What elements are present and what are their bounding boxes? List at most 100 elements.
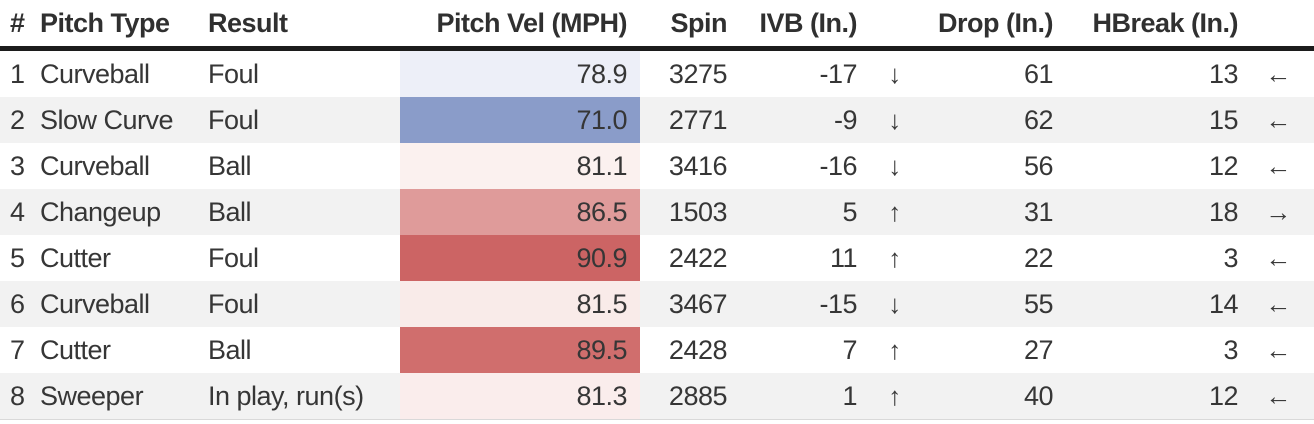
hbreak-value: 18 xyxy=(1208,196,1239,227)
hbreak-value: 13 xyxy=(1208,58,1239,89)
header-hbreak-arrow-spacer xyxy=(1242,0,1314,49)
pitch-velocity-cell: 89.5 xyxy=(400,327,640,373)
hbreak-value: 15 xyxy=(1208,104,1239,135)
header-hbreak: HBreak (In.) xyxy=(1092,7,1238,38)
spin-rate: 2771 xyxy=(668,104,728,135)
ivb-value: -9 xyxy=(833,104,858,135)
ivb-value: 5 xyxy=(842,196,857,227)
pitch-number: 8 xyxy=(10,380,25,411)
hbreak-left-arrow-icon: ← xyxy=(1265,150,1291,181)
hbreak-left-arrow-icon: ← xyxy=(1265,288,1291,319)
hbreak-value: 3 xyxy=(1223,334,1238,365)
spin-rate: 3467 xyxy=(668,288,728,319)
pitch-type: Cutter xyxy=(40,242,111,273)
pitch-number: 4 xyxy=(10,196,25,227)
ivb-down-arrow-icon: ↓ xyxy=(888,58,901,89)
ivb-down-arrow-icon: ↓ xyxy=(888,288,901,319)
pitch-type: Curveball xyxy=(40,58,150,89)
hbreak-left-arrow-icon: ← xyxy=(1265,242,1291,273)
pitch-result: Ball xyxy=(208,150,252,181)
hbreak-right-arrow-icon: → xyxy=(1265,196,1291,227)
hbreak-value: 12 xyxy=(1208,380,1239,411)
drop-value: 40 xyxy=(1023,380,1054,411)
ivb-value: 11 xyxy=(829,242,858,273)
table-row: 7 Cutter Ball 89.5 2428 7 ↑ 27 3 ← xyxy=(0,327,1314,373)
spin-rate: 2885 xyxy=(668,380,728,411)
ivb-value: 1 xyxy=(842,380,857,411)
header-drop: Drop (In.) xyxy=(938,7,1053,38)
pitch-type: Curveball xyxy=(40,288,150,319)
pitch-type: Curveball xyxy=(40,150,150,181)
header-ivb: IVB (In.) xyxy=(759,7,858,38)
pitch-type: Sweeper xyxy=(40,380,144,411)
ivb-value: -15 xyxy=(819,288,857,319)
spin-rate: 1503 xyxy=(668,196,728,227)
hbreak-left-arrow-icon: ← xyxy=(1265,334,1291,365)
pitch-result: Foul xyxy=(208,58,259,89)
ivb-up-arrow-icon: ↑ xyxy=(888,242,901,273)
pitch-result: Foul xyxy=(208,242,259,273)
table-row: 5 Cutter Foul 90.9 2422 11 ↑ 22 3 ← xyxy=(0,235,1314,281)
drop-value: 56 xyxy=(1023,150,1054,181)
pitch-result: Ball xyxy=(208,334,252,365)
pitch-number: 2 xyxy=(10,104,25,135)
header-spin: Spin xyxy=(670,7,728,38)
ivb-down-arrow-icon: ↓ xyxy=(888,150,901,181)
table-row: 1 Curveball Foul 78.9 3275 -17 ↓ 61 13 ← xyxy=(0,48,1314,97)
spin-rate: 3416 xyxy=(668,150,728,181)
table-row: 2 Slow Curve Foul 71.0 2771 -9 ↓ 62 15 ← xyxy=(0,97,1314,143)
table-row: 4 Changeup Ball 86.5 1503 5 ↑ 31 18 → xyxy=(0,189,1314,235)
pitch-velocity-cell: 81.3 xyxy=(400,373,640,420)
drop-value: 27 xyxy=(1023,334,1054,365)
pitch-result: Ball xyxy=(208,196,252,227)
table-body: 1 Curveball Foul 78.9 3275 -17 ↓ 61 13 ←… xyxy=(0,48,1314,420)
drop-value: 55 xyxy=(1023,288,1054,319)
pitch-result: In play, run(s) xyxy=(208,380,364,411)
pitch-velocity-cell: 86.5 xyxy=(400,189,640,235)
pitch-result: Foul xyxy=(208,104,259,135)
hbreak-left-arrow-icon: ← xyxy=(1265,104,1291,135)
pitch-velocity-cell: 81.5 xyxy=(400,281,640,327)
pitch-velocity-cell: 78.9 xyxy=(400,48,640,97)
ivb-up-arrow-icon: ↑ xyxy=(888,196,901,227)
header-ivb-arrow-spacer xyxy=(859,0,930,49)
pitch-velocity-cell: 81.1 xyxy=(400,143,640,189)
pitch-number: 5 xyxy=(10,242,25,273)
pitch-number: 3 xyxy=(10,150,25,181)
hbreak-value: 14 xyxy=(1208,288,1239,319)
table-row: 3 Curveball Ball 81.1 3416 -16 ↓ 56 12 ← xyxy=(0,143,1314,189)
pitch-type: Cutter xyxy=(40,334,111,365)
pitch-type: Changeup xyxy=(40,196,161,227)
hbreak-left-arrow-icon: ← xyxy=(1265,58,1291,89)
ivb-down-arrow-icon: ↓ xyxy=(888,104,901,135)
drop-value: 62 xyxy=(1023,104,1054,135)
ivb-value: -17 xyxy=(819,58,857,89)
header-pitch-type: Pitch Type xyxy=(40,7,170,38)
ivb-value: -16 xyxy=(819,150,857,181)
header-number: # xyxy=(10,7,25,38)
drop-value: 22 xyxy=(1023,242,1054,273)
hbreak-value: 3 xyxy=(1223,242,1238,273)
spin-rate: 2428 xyxy=(668,334,728,365)
pitch-number: 1 xyxy=(10,58,25,89)
hbreak-left-arrow-icon: ← xyxy=(1265,380,1291,411)
drop-value: 31 xyxy=(1023,196,1054,227)
ivb-up-arrow-icon: ↑ xyxy=(888,380,901,411)
spin-rate: 3275 xyxy=(668,58,728,89)
table-row: 6 Curveball Foul 81.5 3467 -15 ↓ 55 14 ← xyxy=(0,281,1314,327)
header-result: Result xyxy=(208,7,288,38)
hbreak-value: 12 xyxy=(1208,150,1239,181)
pitch-number: 6 xyxy=(10,288,25,319)
pitch-velocity-cell: 71.0 xyxy=(400,97,640,143)
table-row: 8 Sweeper In play, run(s) 81.3 2885 1 ↑ … xyxy=(0,373,1314,420)
pitch-result: Foul xyxy=(208,288,259,319)
pitch-number: 7 xyxy=(10,334,25,365)
table-header: # Pitch Type Result Pitch Vel (MPH) Spin… xyxy=(0,0,1314,49)
drop-value: 61 xyxy=(1023,58,1054,89)
pitch-velocity-cell: 90.9 xyxy=(400,235,640,281)
ivb-value: 7 xyxy=(842,334,857,365)
header-pitch-vel: Pitch Vel (MPH) xyxy=(436,7,627,38)
spin-rate: 2422 xyxy=(668,242,728,273)
ivb-up-arrow-icon: ↑ xyxy=(888,334,901,365)
